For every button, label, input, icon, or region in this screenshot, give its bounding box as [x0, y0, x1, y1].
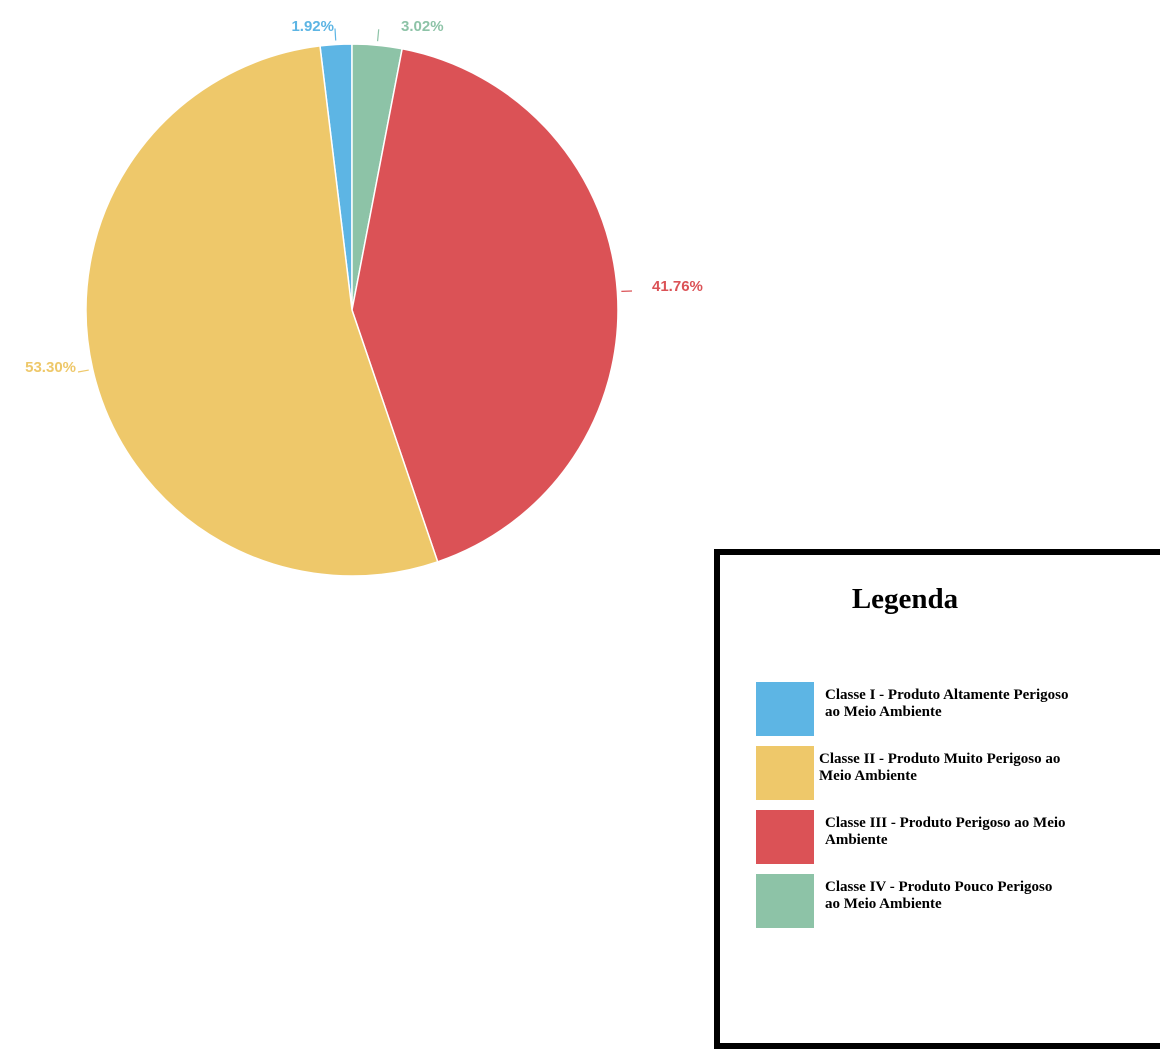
legend-swatch-classe-iii: [756, 810, 814, 864]
slice-label-4: 53.30%: [25, 359, 76, 376]
legend-item-classe-i: Classe I - Produto Altamente Perigoso ao…: [756, 682, 1156, 736]
legend-item-classe-iii: Classe III - Produto Perigoso ao Meio Am…: [756, 810, 1156, 864]
slice-label-3: 41.76%: [652, 278, 703, 295]
leader-line-4: [78, 370, 89, 372]
legend-item-classe-iv: Classe IV - Produto Pouco Perigoso ao Me…: [756, 874, 1156, 928]
legend-label-classe-ii: Classe II - Produto Muito Perigoso ao Me…: [819, 751, 1139, 785]
legend-box: Legenda Classe I - Produto Altamente Per…: [714, 549, 1160, 1049]
legend-item-classe-ii: Classe II - Produto Muito Perigoso ao Me…: [756, 746, 1156, 800]
slice-label-2: 3.02%: [401, 18, 444, 35]
legend-swatch-classe-i: [756, 682, 814, 736]
legend-title: Legenda: [720, 583, 1090, 616]
legend-swatch-classe-ii: [756, 746, 814, 800]
legend-swatch-classe-iv: [756, 874, 814, 928]
leader-line-2: [378, 29, 379, 41]
legend-label-classe-i: Classe I - Produto Altamente Perigoso ao…: [825, 687, 1145, 721]
legend-label-classe-iii: Classe III - Produto Perigoso ao Meio Am…: [825, 815, 1145, 849]
leader-line-1: [335, 29, 336, 41]
legend-label-classe-iv: Classe IV - Produto Pouco Perigoso ao Me…: [825, 879, 1145, 913]
slice-label-1: 1.92%: [291, 18, 334, 35]
